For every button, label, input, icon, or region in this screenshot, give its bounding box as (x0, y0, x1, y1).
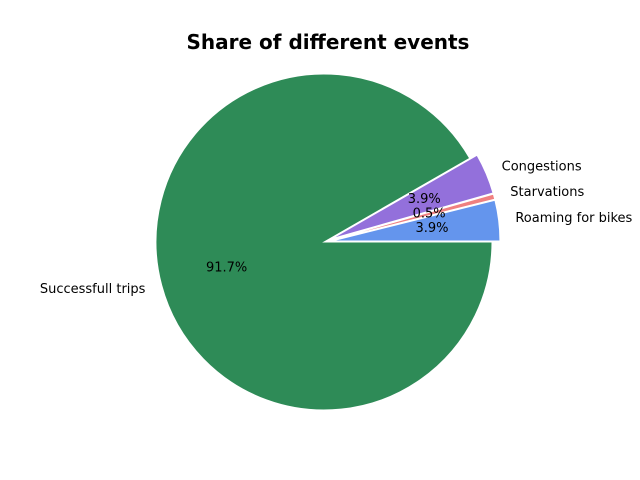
slice-label-roaming-for-bikes: Roaming for bikes (515, 211, 632, 226)
pct-label-roaming-for-bikes: 3.9% (415, 221, 448, 236)
pie-slice-starvations (331, 193, 496, 241)
pie-slice-congestions (331, 154, 494, 240)
pie-slice-roaming-for-bikes (331, 199, 501, 242)
slices-layer (155, 73, 501, 411)
pct-label-congestions: 3.9% (408, 192, 441, 207)
slice-label-successfull-trips: Successfull trips (40, 282, 146, 297)
labels-layer: 3.9% Roaming for bikes 0.5% Starvations 3.9%… (40, 160, 633, 298)
slice-label-congestions: Congestions (502, 160, 582, 175)
pct-label-successfull-trips: 91.7% (206, 260, 247, 275)
slice-label-starvations: Starvations (510, 185, 584, 200)
chart-title: Share of different events (187, 30, 470, 54)
pie-slice-successfull-trips (155, 73, 493, 411)
pct-label-starvations: 0.5% (413, 206, 446, 221)
